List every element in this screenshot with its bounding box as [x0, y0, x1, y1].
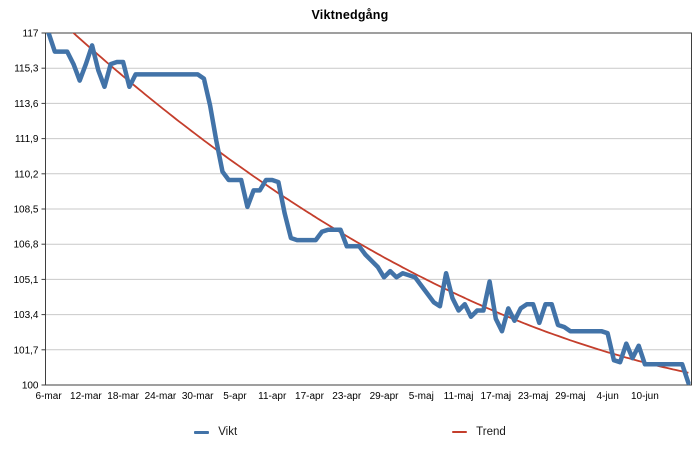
x-tick-label: 18-mar [107, 391, 139, 402]
chart-title: Viktnedgång [311, 8, 389, 22]
x-tick-label: 24-mar [145, 391, 177, 402]
x-tick-label: 11-apr [258, 391, 287, 402]
vikt-line-series [46, 33, 691, 386]
y-tick-label: 113,6 [14, 99, 39, 110]
x-tick-label: 5-apr [223, 391, 247, 402]
x-tick-label: 29-maj [555, 391, 586, 402]
legend-item-vikt: Vikt [194, 426, 237, 438]
y-tick-label: 103,4 [13, 310, 38, 321]
trend-line-series [72, 33, 689, 374]
y-tick-label: 111,9 [15, 134, 39, 145]
x-tick-label: 29-apr [370, 391, 400, 402]
x-tick-label: 30-mar [182, 391, 214, 402]
y-tick-label: 100 [22, 381, 39, 392]
y-tick-label: 101,7 [13, 345, 38, 356]
y-tick-label: 110,2 [14, 169, 39, 180]
x-tick-label: 4-jun [597, 391, 619, 402]
vikt-line-swatch-icon [194, 430, 210, 434]
y-tick-label: 106,8 [13, 240, 38, 251]
y-tick-label: 105,1 [13, 275, 38, 286]
x-tick-label: 10-jun [631, 391, 659, 402]
x-tick-label: 5-maj [409, 391, 434, 402]
x-tick-label: 17-maj [481, 391, 512, 402]
y-tick-label: 117 [23, 29, 39, 40]
x-tick-label: 6-mar [36, 391, 63, 402]
trend-line-swatch-icon [452, 431, 468, 433]
x-tick-label: 12-mar [70, 391, 102, 402]
y-tick-label: 115,3 [14, 64, 39, 75]
legend-item-trend: Trend [452, 426, 506, 438]
y-tick-label: 108,5 [13, 205, 38, 216]
legend: Vikt Trend [0, 426, 700, 438]
plot-frame [45, 32, 692, 386]
x-tick-label: 23-apr [332, 391, 362, 402]
x-tick-label: 11-maj [444, 391, 474, 402]
x-tick-label: 17-apr [295, 391, 325, 402]
plot-area: 117 115,3 113,6 111,9 110,2 108,5 106,8 105,1 10… [13, 29, 692, 402]
legend-label-trend: Trend [476, 426, 506, 438]
x-tick-label: 23-maj [518, 391, 549, 402]
legend-label-vikt: Vikt [218, 426, 238, 438]
